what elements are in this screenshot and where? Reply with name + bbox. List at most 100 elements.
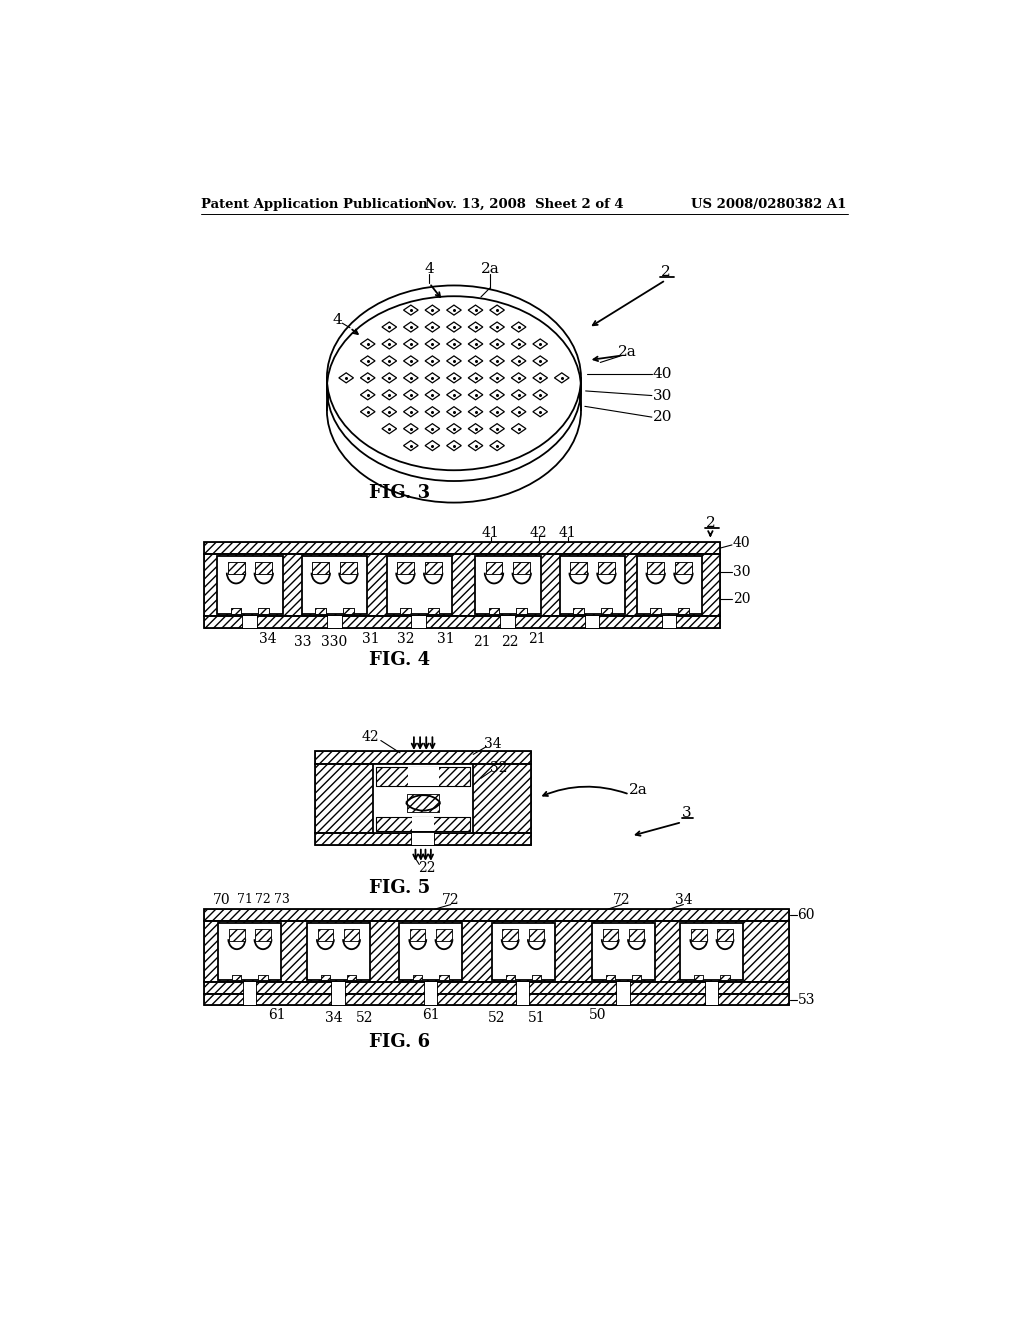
Bar bbox=[425, 994, 437, 1005]
Bar bbox=[425, 562, 441, 574]
Text: 71: 71 bbox=[237, 894, 253, 907]
Text: FIG. 4: FIG. 4 bbox=[370, 652, 431, 669]
Bar bbox=[598, 562, 614, 574]
Text: 4: 4 bbox=[424, 261, 434, 276]
Bar bbox=[650, 609, 662, 614]
Bar bbox=[663, 615, 677, 628]
Bar bbox=[315, 833, 531, 845]
Bar bbox=[675, 562, 692, 574]
Bar bbox=[315, 763, 531, 833]
Bar bbox=[425, 982, 437, 994]
Bar bbox=[376, 817, 470, 830]
Text: 42: 42 bbox=[362, 730, 380, 744]
Bar bbox=[678, 609, 689, 614]
Bar bbox=[436, 929, 452, 941]
Bar bbox=[492, 923, 555, 979]
Bar bbox=[488, 609, 500, 614]
Bar bbox=[204, 909, 788, 921]
Bar bbox=[602, 929, 617, 941]
Bar bbox=[400, 609, 411, 614]
Bar bbox=[413, 615, 426, 628]
Bar bbox=[528, 929, 544, 941]
Bar bbox=[598, 562, 614, 574]
Bar bbox=[344, 929, 359, 941]
Bar bbox=[317, 929, 333, 941]
Bar bbox=[204, 554, 720, 615]
Bar bbox=[413, 817, 434, 830]
Bar bbox=[204, 994, 788, 1005]
Text: 40: 40 bbox=[652, 367, 672, 381]
Text: 30: 30 bbox=[733, 565, 751, 579]
Bar bbox=[321, 974, 330, 979]
Text: 60: 60 bbox=[798, 908, 815, 923]
Bar bbox=[488, 609, 500, 614]
Text: US 2008/0280382 A1: US 2008/0280382 A1 bbox=[691, 198, 847, 211]
Bar bbox=[243, 615, 257, 628]
Bar bbox=[204, 543, 720, 554]
Bar bbox=[632, 974, 641, 979]
Text: 4: 4 bbox=[332, 313, 342, 327]
Bar bbox=[691, 929, 707, 941]
Bar bbox=[720, 974, 730, 979]
Bar bbox=[333, 994, 345, 1005]
Bar bbox=[244, 994, 256, 1005]
Bar bbox=[513, 562, 530, 574]
Ellipse shape bbox=[327, 318, 581, 503]
Bar bbox=[343, 609, 354, 614]
Text: 2a: 2a bbox=[617, 346, 637, 359]
Text: 72: 72 bbox=[442, 892, 460, 907]
Text: 3: 3 bbox=[682, 807, 691, 820]
Bar bbox=[397, 562, 414, 574]
Text: 61: 61 bbox=[268, 1008, 286, 1023]
Bar bbox=[413, 833, 434, 845]
Bar bbox=[586, 615, 599, 628]
Text: 41: 41 bbox=[559, 525, 577, 540]
Text: 2: 2 bbox=[660, 265, 671, 280]
Bar bbox=[204, 543, 720, 554]
Bar bbox=[410, 929, 425, 941]
Bar bbox=[312, 562, 330, 574]
Bar bbox=[717, 929, 733, 941]
Bar bbox=[439, 974, 449, 979]
Bar bbox=[516, 609, 527, 614]
Bar bbox=[230, 609, 242, 614]
Bar bbox=[229, 929, 245, 941]
Bar bbox=[255, 562, 272, 574]
Bar bbox=[347, 974, 356, 979]
Bar bbox=[258, 974, 267, 979]
Bar bbox=[258, 974, 267, 979]
Bar bbox=[706, 982, 718, 994]
Bar bbox=[647, 562, 665, 574]
Text: 33: 33 bbox=[294, 635, 311, 649]
Bar bbox=[601, 609, 611, 614]
Bar bbox=[229, 929, 245, 941]
Bar bbox=[230, 609, 242, 614]
Bar bbox=[485, 562, 503, 574]
Bar bbox=[570, 562, 587, 574]
Text: 52: 52 bbox=[488, 1011, 506, 1026]
Bar bbox=[232, 974, 242, 979]
Bar bbox=[528, 929, 544, 941]
Bar bbox=[307, 923, 370, 979]
Bar bbox=[560, 556, 626, 614]
Text: 32: 32 bbox=[489, 762, 507, 775]
Bar bbox=[204, 982, 788, 994]
Bar bbox=[328, 615, 342, 628]
Bar bbox=[601, 609, 611, 614]
Bar bbox=[232, 974, 242, 979]
Bar bbox=[400, 609, 411, 614]
Ellipse shape bbox=[327, 285, 581, 470]
Bar bbox=[694, 974, 703, 979]
Bar bbox=[570, 562, 587, 574]
Bar bbox=[255, 929, 270, 941]
Bar bbox=[317, 929, 333, 941]
Text: 50: 50 bbox=[589, 1008, 606, 1023]
Bar bbox=[315, 609, 326, 614]
Bar bbox=[399, 923, 463, 979]
Text: 21: 21 bbox=[528, 632, 546, 645]
Text: 41: 41 bbox=[482, 525, 500, 540]
Bar bbox=[410, 929, 425, 941]
Bar bbox=[501, 615, 515, 628]
Bar bbox=[376, 817, 470, 830]
Bar bbox=[503, 929, 518, 941]
